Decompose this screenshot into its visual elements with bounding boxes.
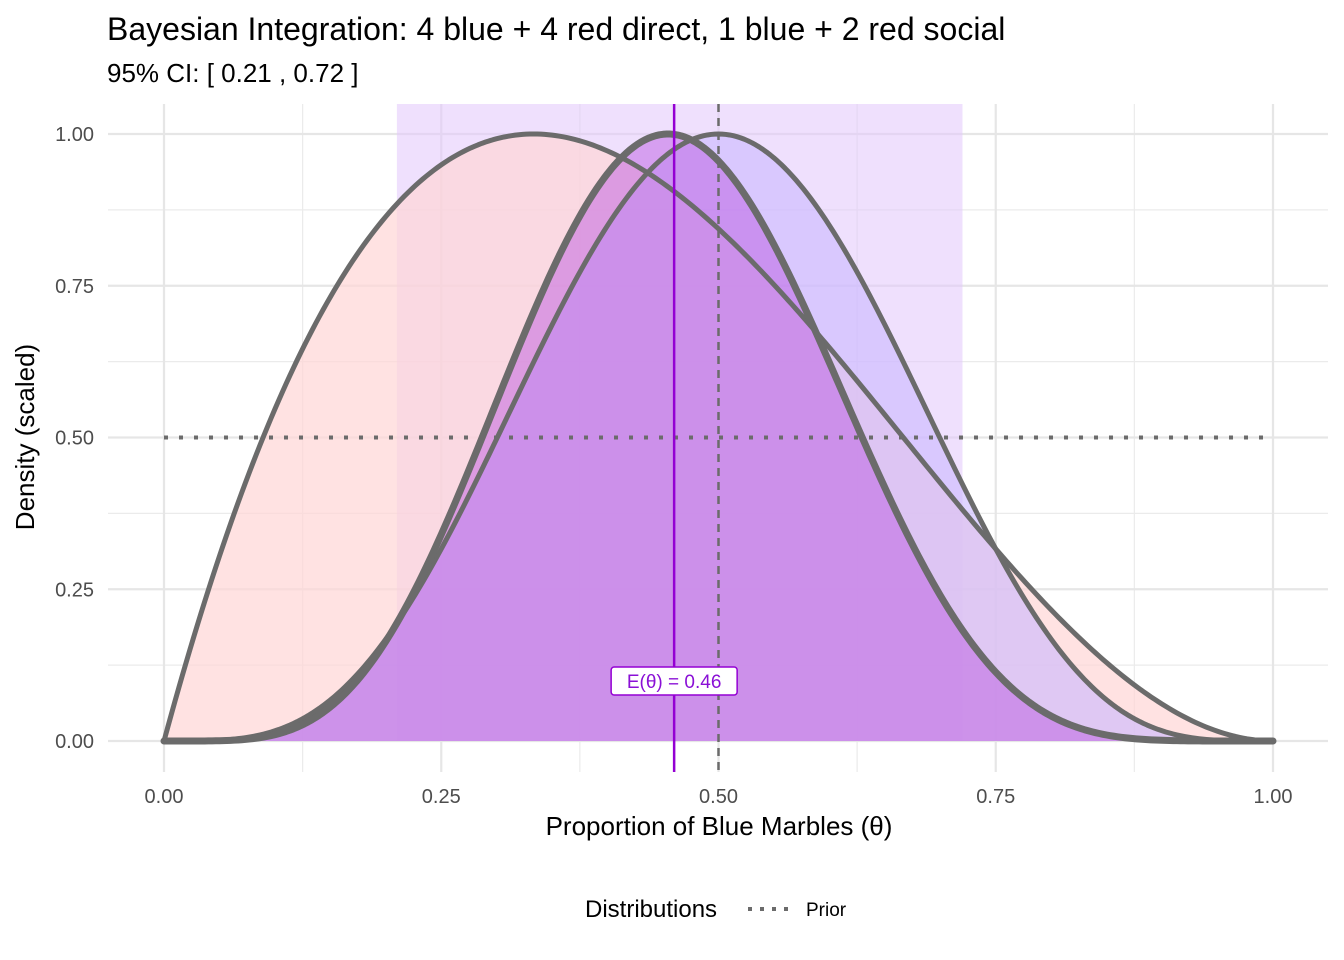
x-axis-ticks: 0.00 0.25 0.50 0.75 1.00 [145,786,1293,808]
density-line [161,131,1276,744]
x-tick-label: 0.50 [699,786,738,808]
x-tick-label: 1.00 [1254,786,1293,808]
density-fill [164,134,1273,741]
y-tick-label: 0.75 [55,276,94,298]
legend: Distributions Prior [585,896,847,923]
density-curves [160,130,1277,745]
y-tick-label: 0.25 [55,579,94,601]
x-tick-label: 0.00 [145,786,184,808]
x-tick-label: 0.75 [976,786,1015,808]
chart-title: Bayesian Integration: 4 blue + 4 red dir… [107,11,1005,47]
x-tick-label: 0.25 [422,786,461,808]
y-axis-ticks: 0.00 0.25 0.50 0.75 1.00 [55,124,94,753]
legend-label-prior: Prior [806,900,847,921]
y-tick-label: 0.00 [55,731,94,753]
x-axis-title: Proportion of Blue Marbles (θ) [546,811,893,841]
y-tick-label: 1.00 [55,124,94,146]
annotation-text: E(θ) = 0.46 [627,672,722,693]
chart-subtitle: 95% CI: [ 0.21 , 0.72 ] [107,58,358,88]
y-axis-title: Density (scaled) [10,344,40,530]
density-fill [164,134,1273,741]
annotation-box [610,666,738,696]
posterior-mean-annotation: E(θ) = 0.46 [610,666,738,696]
legend-title: Distributions [585,896,717,923]
y-tick-label: 0.50 [55,428,94,450]
reference-lines [672,104,720,772]
